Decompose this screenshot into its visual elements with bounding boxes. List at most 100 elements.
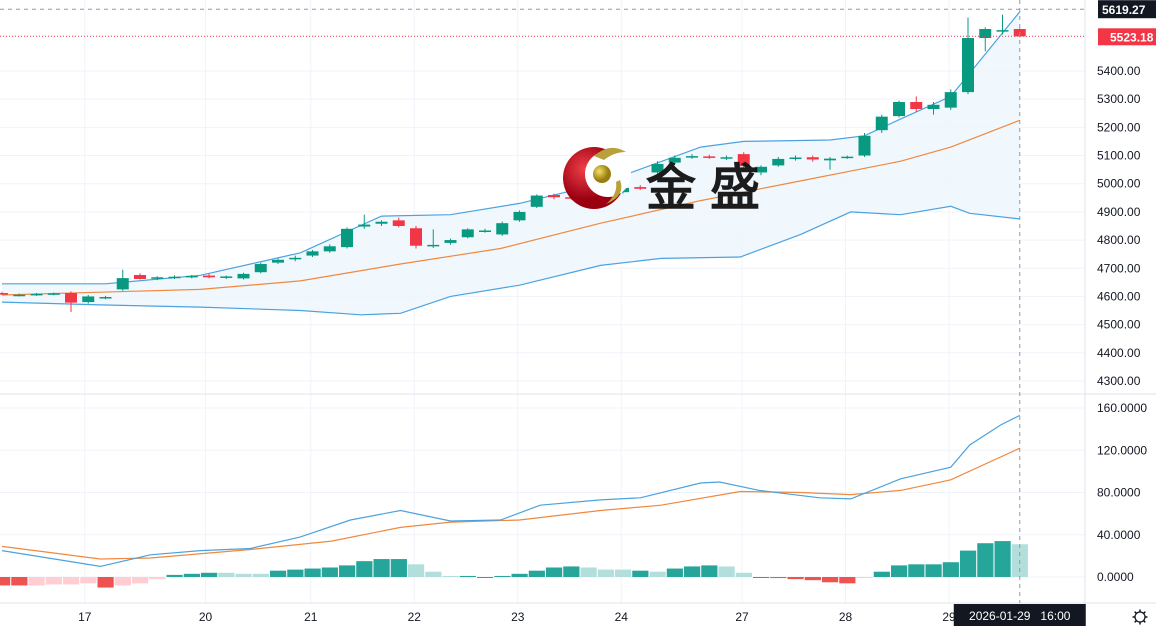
candle bbox=[479, 228, 491, 233]
candle bbox=[306, 249, 319, 257]
macd-histogram-bar bbox=[718, 566, 735, 577]
candle bbox=[99, 295, 112, 300]
price-tick-label: 4600.00 bbox=[1097, 289, 1141, 303]
macd-histogram-bar bbox=[822, 577, 839, 583]
candle bbox=[289, 255, 302, 262]
macd-histogram-bar bbox=[459, 575, 476, 577]
candle bbox=[82, 295, 95, 304]
candle bbox=[703, 154, 716, 159]
candle bbox=[720, 155, 733, 161]
macd-fast-line bbox=[1, 414, 1021, 568]
crosshair-price-label: 5619.27 bbox=[1102, 3, 1146, 17]
macd-histogram-bar bbox=[804, 577, 821, 581]
candle bbox=[168, 275, 181, 279]
time-tick-label: 23 bbox=[511, 610, 525, 624]
price-tick-label: 4500.00 bbox=[1097, 318, 1141, 332]
candle-body bbox=[634, 187, 647, 189]
gear-icon-ring bbox=[1134, 611, 1146, 623]
gear-icon-tooth bbox=[1143, 611, 1146, 614]
macd-histogram-bar bbox=[97, 577, 114, 588]
gear-icon-tooth bbox=[1134, 620, 1137, 623]
candle bbox=[203, 273, 215, 279]
macd-histogram-bar bbox=[45, 577, 62, 585]
candle bbox=[979, 27, 992, 52]
lower-band-line bbox=[1, 205, 1020, 316]
macd-histogram-bar bbox=[632, 570, 649, 577]
time-tick-label: 28 bbox=[839, 610, 853, 624]
candle bbox=[548, 193, 560, 200]
candle-body bbox=[30, 293, 43, 296]
candle bbox=[944, 89, 957, 110]
macd-histogram-bar bbox=[701, 565, 718, 577]
candle-body bbox=[513, 211, 526, 221]
candle bbox=[634, 185, 647, 190]
candle-body bbox=[910, 101, 923, 110]
candle-body bbox=[323, 246, 336, 252]
candle bbox=[513, 210, 526, 222]
macd-histogram-bar bbox=[132, 577, 149, 584]
candle-body bbox=[341, 228, 353, 248]
middle-band-line bbox=[1, 119, 1021, 296]
candle-body bbox=[306, 251, 319, 256]
candle-body bbox=[548, 194, 560, 198]
candle bbox=[375, 220, 388, 226]
macd-histogram-bar bbox=[891, 565, 908, 577]
last-price-label-bg bbox=[1098, 28, 1156, 46]
candle bbox=[858, 132, 871, 157]
candle bbox=[220, 275, 233, 279]
candle bbox=[927, 101, 940, 115]
macd-histogram-bar bbox=[977, 543, 994, 577]
macd-tick-label: 0.0000 bbox=[1097, 570, 1134, 584]
candle-body bbox=[996, 30, 1009, 32]
macd-histogram-bar bbox=[994, 541, 1011, 577]
macd-histogram-bar bbox=[425, 571, 442, 577]
candle bbox=[272, 258, 284, 265]
macd-histogram-bar bbox=[580, 567, 597, 577]
macd-histogram-bar bbox=[373, 559, 390, 577]
candle bbox=[772, 156, 785, 167]
macd-histogram-bar bbox=[528, 570, 545, 577]
time-tick-label: 24 bbox=[615, 610, 629, 624]
candle bbox=[444, 238, 457, 245]
candle-body bbox=[824, 158, 836, 161]
candle-body bbox=[979, 29, 992, 39]
gear-icon[interactable] bbox=[1132, 609, 1148, 625]
band-fill bbox=[2, 11, 1020, 315]
candle-body bbox=[65, 293, 77, 303]
candle bbox=[651, 161, 664, 174]
candle bbox=[755, 165, 767, 176]
time-tick-label: 20 bbox=[199, 610, 213, 624]
macd-histogram-bar bbox=[408, 564, 425, 577]
macd-histogram-bar bbox=[442, 575, 459, 577]
candle bbox=[910, 96, 923, 112]
candle-body bbox=[410, 228, 422, 246]
macd-histogram-bar bbox=[321, 567, 338, 577]
candle bbox=[47, 292, 60, 296]
candle bbox=[962, 17, 974, 95]
macd-histogram-bar bbox=[390, 559, 407, 577]
candle-body bbox=[392, 220, 405, 226]
macd-histogram-bar bbox=[597, 569, 614, 577]
macd-histogram-bar bbox=[183, 573, 200, 577]
candle-body bbox=[893, 101, 905, 117]
macd-histogram-bar bbox=[873, 571, 890, 577]
last-price-label: 5523.18 bbox=[1110, 30, 1154, 44]
candle bbox=[893, 100, 905, 118]
time-tick-label: 21 bbox=[304, 610, 318, 624]
crosshair-time-label-bg bbox=[953, 604, 1086, 626]
candle bbox=[65, 291, 77, 312]
candle-body bbox=[116, 278, 129, 290]
candle-body bbox=[427, 244, 440, 247]
candle bbox=[392, 217, 405, 228]
candle-body bbox=[358, 224, 371, 227]
price-tick-label: 4400.00 bbox=[1097, 346, 1141, 360]
macd-histogram-bar bbox=[563, 566, 580, 577]
candle-body bbox=[47, 293, 60, 295]
jinsheng-logo bbox=[560, 140, 632, 212]
candle bbox=[134, 273, 146, 280]
time-tick-label: 22 bbox=[408, 610, 422, 624]
candle-body bbox=[479, 230, 491, 232]
macd-histogram-bar bbox=[114, 577, 131, 586]
candle-body bbox=[858, 135, 871, 156]
